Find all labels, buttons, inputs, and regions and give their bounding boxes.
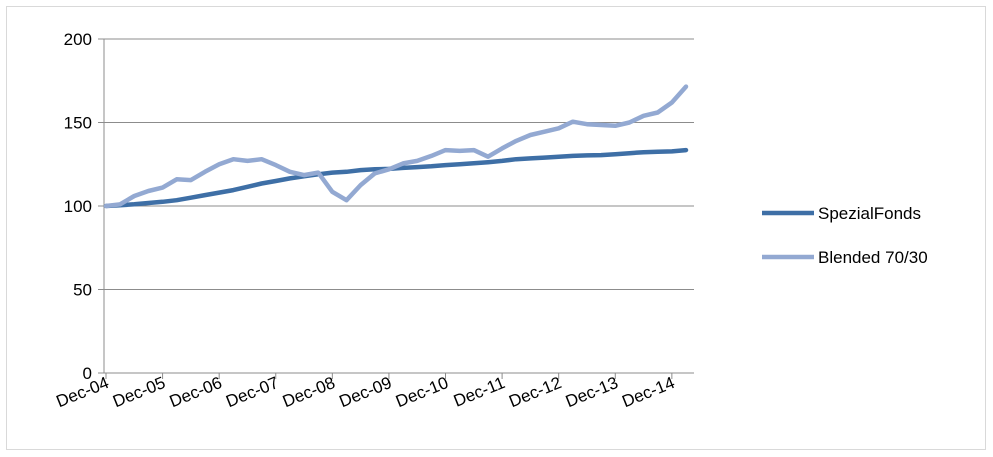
y-tick-label: 100 [64,197,92,216]
x-tick-label: Dec-10 [393,373,451,411]
y-tick-label: 200 [64,30,92,49]
y-tick-label: 150 [64,114,92,133]
y-tick-label: 50 [73,281,92,300]
x-tick-label: Dec-11 [451,373,508,411]
axes [98,38,694,379]
gridlines [104,38,694,290]
x-tick-label: Dec-13 [563,373,621,411]
x-tick-label: Dec-14 [619,373,677,411]
y-tick-label: 0 [83,364,92,383]
x-tick-labels: Dec-04Dec-05Dec-06Dec-07Dec-08Dec-09Dec-… [54,373,678,411]
legend: SpezialFonds Blended 70/30 [762,204,928,267]
legend-label-0: SpezialFonds [818,204,921,223]
series-lines [103,84,689,209]
x-tick-label: Dec-12 [506,373,564,411]
legend-label-1: Blended 70/30 [818,248,928,267]
x-tick-label: Dec-05 [110,373,168,411]
x-tick-label: Dec-09 [336,373,394,411]
x-tick-label: Dec-06 [167,373,225,411]
x-tick-label: Dec-07 [223,373,281,411]
y-tick-labels: 0 50 100 150 200 [64,30,92,383]
chart-frame [6,6,986,450]
series-line-1 [103,84,689,209]
x-tick-label: Dec-08 [280,373,338,411]
